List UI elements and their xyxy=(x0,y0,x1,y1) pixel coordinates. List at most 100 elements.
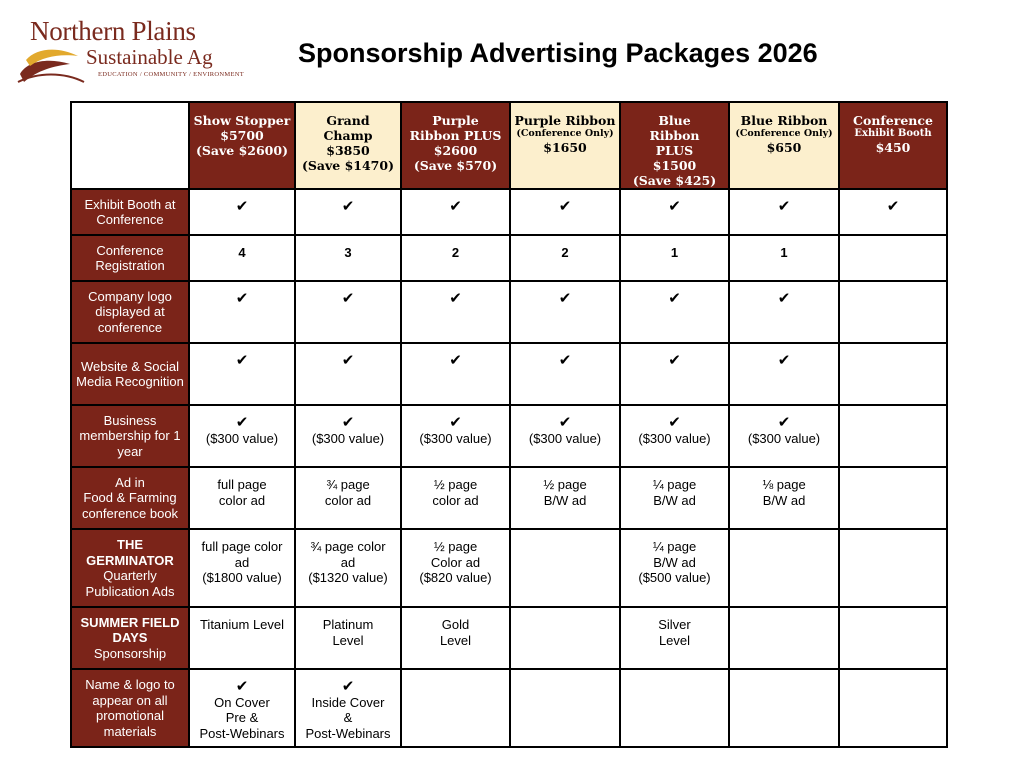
registration-count: 4 xyxy=(188,234,296,282)
row-label: SUMMER FIELD DAYS Sponsorship xyxy=(70,606,190,670)
check-icon: ✔ xyxy=(728,188,840,236)
page-title: Sponsorship Advertising Packages 2026 xyxy=(298,38,818,68)
field-days-cell xyxy=(838,606,948,670)
package-price: $450 xyxy=(875,140,911,155)
membership-cell: ✔ ($300 value) xyxy=(400,404,511,468)
package-savings: (Save $425) xyxy=(632,173,717,188)
table-row: Exhibit Booth at Conference ✔ ✔ ✔ ✔ ✔ ✔ … xyxy=(70,188,948,236)
package-name: Grand Champ xyxy=(323,113,373,143)
promo-cell xyxy=(728,668,840,748)
row-label: Company logo displayed at conference xyxy=(70,280,190,344)
package-savings: (Save $570) xyxy=(413,158,498,173)
check-icon: ✔ xyxy=(728,280,840,344)
check-icon: ✔ xyxy=(449,413,462,431)
germinator-cell: ¾ page color ad ($1320 value) xyxy=(294,528,402,608)
row-label: Website & Social Media Recognition xyxy=(70,342,190,406)
registration-count: 2 xyxy=(400,234,511,282)
logo-line1: Northern Plains xyxy=(30,16,196,46)
germinator-cell: ¼ page B/W ad ($500 value) xyxy=(619,528,730,608)
table-row: Name & logo to appear on all promotional… xyxy=(70,668,948,748)
row-label: Business membership for 1 year xyxy=(70,404,190,468)
package-savings: (Save $1470) xyxy=(301,158,394,173)
membership-cell: ✔ ($300 value) xyxy=(728,404,840,468)
package-name: Show Stopper xyxy=(193,113,291,128)
promo-cell xyxy=(619,668,730,748)
corner-cell xyxy=(70,101,190,190)
check-icon xyxy=(838,280,948,344)
membership-cell: ✔ ($300 value) xyxy=(619,404,730,468)
header-row: Show Stopper $5700 (Save $2600) Grand Ch… xyxy=(70,101,948,190)
check-icon: ✔ xyxy=(235,413,249,431)
package-savings: (Save $2600) xyxy=(195,143,288,158)
package-price: $650 xyxy=(766,140,802,155)
package-price: $1500 xyxy=(652,158,697,173)
check-icon: ✔ xyxy=(619,280,730,344)
germinator-cell xyxy=(728,528,840,608)
check-icon: ✔ xyxy=(341,413,355,431)
package-name: Conference xyxy=(853,113,933,128)
check-icon: ✔ xyxy=(188,280,296,344)
field-days-cell: Gold Level xyxy=(400,606,511,670)
package-price: $5700 xyxy=(220,128,264,143)
germinator-cell: ½ page Color ad ($820 value) xyxy=(400,528,511,608)
check-icon: ✔ xyxy=(188,342,296,406)
package-note: Exhibit Booth xyxy=(854,128,932,139)
promo-cell: ✔ On Cover Pre & Post-Webinars xyxy=(188,668,296,748)
table-row: Business membership for 1 year ✔ ($300 va… xyxy=(70,404,948,468)
ad-cell: ¾ page color ad xyxy=(294,466,402,530)
package-purple-ribbon-plus: Purple Ribbon PLUS $2600 (Save $570) xyxy=(400,101,511,190)
check-icon: ✔ xyxy=(838,188,948,236)
check-icon: ✔ xyxy=(619,188,730,236)
package-name: Purple Ribbon PLUS xyxy=(409,113,502,143)
logo-tagline: EDUCATION / COMMUNITY / ENVIRONMENT xyxy=(98,71,245,78)
leaf-logo-icon xyxy=(17,49,85,83)
package-blue-ribbon-plus: Blue Ribbon PLUS $1500 (Save $425) xyxy=(619,101,730,190)
logo: Northern Plains Sustainable Ag EDUCATION… xyxy=(14,14,244,83)
check-icon: ✔ xyxy=(294,188,402,236)
ad-cell: full page color ad xyxy=(188,466,296,530)
package-conference-booth: Conference Exhibit Booth $450 xyxy=(838,101,948,190)
table-row: Conference Registration 4 3 2 2 1 1 xyxy=(70,234,948,282)
check-icon: ✔ xyxy=(341,677,355,695)
table-row: THE GERMINATOR Quarterly Publication Ads… xyxy=(70,528,948,608)
package-price: $2600 xyxy=(433,143,478,158)
packages-table: Show Stopper $5700 (Save $2600) Grand Ch… xyxy=(70,101,948,748)
row-label: Ad in Food & Farming conference book xyxy=(70,466,190,530)
field-days-cell xyxy=(728,606,840,670)
germinator-cell xyxy=(509,528,621,608)
ad-cell: ⅛ page B/W ad xyxy=(728,466,840,530)
membership-cell: ✔ ($300 value) xyxy=(294,404,402,468)
package-blue-ribbon: Blue Ribbon (Conference Only) $650 xyxy=(728,101,840,190)
ad-cell: ½ page B/W ad xyxy=(509,466,621,530)
ad-cell: ½ page color ad xyxy=(400,466,511,530)
package-note: (Conference Only) xyxy=(516,128,614,139)
package-grand-champ: Grand Champ $3850 (Save $1470) xyxy=(294,101,402,190)
check-icon: ✔ xyxy=(400,342,511,406)
promo-cell: ✔ Inside Cover & Post-Webinars xyxy=(294,668,402,748)
row-label: THE GERMINATOR Quarterly Publication Ads xyxy=(70,528,190,608)
field-days-cell xyxy=(509,606,621,670)
check-icon: ✔ xyxy=(728,342,840,406)
field-days-cell: Titanium Level xyxy=(188,606,296,670)
package-name: Purple Ribbon xyxy=(514,113,616,128)
registration-count: 3 xyxy=(294,234,402,282)
check-icon: ✔ xyxy=(509,342,621,406)
membership-cell: ✔ ($300 value) xyxy=(188,404,296,468)
check-icon: ✔ xyxy=(619,342,730,406)
package-price: $1650 xyxy=(543,140,587,155)
field-days-cell: Silver Level xyxy=(619,606,730,670)
check-icon: ✔ xyxy=(777,413,791,431)
membership-cell: ✔ ($300 value) xyxy=(509,404,621,468)
table-row: Website & Social Media Recognition ✔ ✔ ✔… xyxy=(70,342,948,406)
package-price: $3850 xyxy=(326,143,370,158)
ad-cell: ¼ page B/W ad xyxy=(619,466,730,530)
check-icon: ✔ xyxy=(400,280,511,344)
row-label: Exhibit Booth at Conference xyxy=(70,188,190,236)
check-icon: ✔ xyxy=(188,188,296,236)
registration-count: 2 xyxy=(509,234,621,282)
logo-line2: Sustainable Ag xyxy=(86,45,213,69)
registration-count xyxy=(838,234,948,282)
field-days-cell: Platinum Level xyxy=(294,606,402,670)
germinator-cell: full page color ad ($1800 value) xyxy=(188,528,296,608)
package-purple-ribbon: Purple Ribbon (Conference Only) $1650 xyxy=(509,101,621,190)
